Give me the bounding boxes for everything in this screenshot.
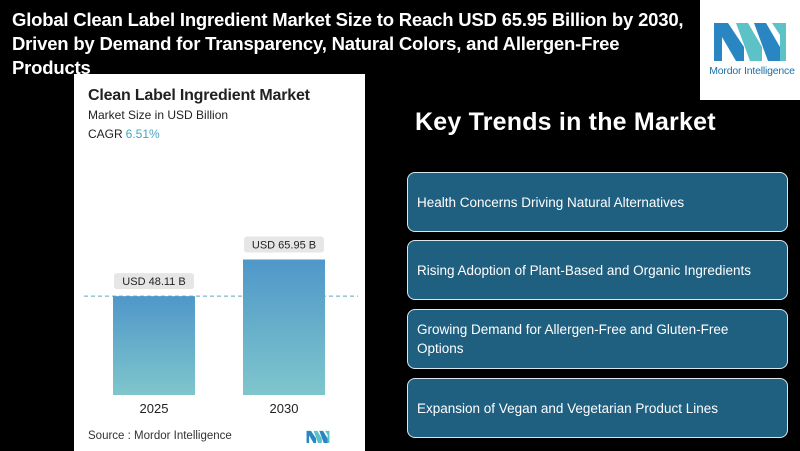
data-label: USD 48.11 B: [122, 276, 185, 288]
chart-source: Source : Mordor Intelligence: [88, 430, 232, 442]
trend-item-text: Rising Adoption of Plant-Based and Organ…: [417, 262, 751, 278]
bar-chart: USD 48.11 B 2025 USD 65.95 B 2030: [84, 236, 358, 416]
trend-item-text: Health Concerns Driving Natural Alternat…: [417, 194, 685, 210]
chart-title: Clean Label Ingredient Market: [88, 87, 310, 104]
mordor-logo: Mordor Intelligence: [700, 0, 800, 100]
bar-2025: [113, 296, 195, 395]
trend-item-text: Expansion of Vegan and Vegetarian Produc…: [417, 400, 718, 416]
cagr-label: CAGR: [88, 127, 123, 141]
trend-item: Growing Demand for Allergen-Free and Glu…: [407, 309, 788, 369]
trend-item: Expansion of Vegan and Vegetarian Produc…: [407, 378, 788, 438]
data-label: USD 65.95 B: [252, 240, 316, 252]
x-tick-label: 2025: [140, 401, 169, 416]
trends-heading: Key Trends in the Market: [415, 108, 716, 136]
mini-logo-icon: [306, 430, 330, 443]
mordor-logo-icon: [714, 23, 786, 61]
headline: Global Clean Label Ingredient Market Siz…: [12, 8, 702, 80]
cagr-value: 6.51%: [125, 127, 160, 141]
data-label-bg: [244, 236, 324, 253]
trend-item: Rising Adoption of Plant-Based and Organ…: [407, 240, 788, 300]
trend-item: Health Concerns Driving Natural Alternat…: [407, 172, 788, 232]
bar-2030: [243, 259, 325, 395]
chart-card: Clean Label Ingredient Market Market Siz…: [74, 74, 365, 451]
headline-line-1: Global Clean Label Ingredient Market Siz…: [12, 9, 684, 30]
data-label-bg: [114, 273, 194, 290]
trend-item-text: Growing Demand for Allergen-Free and Glu…: [417, 322, 729, 356]
headline-line-2: Driven by Demand for Transparency, Natur…: [12, 33, 620, 78]
cagr: CAGR 6.51%: [88, 127, 160, 141]
x-tick-label: 2030: [270, 401, 299, 416]
chart-subtitle: Market Size in USD Billion: [88, 108, 229, 122]
mordor-logo-text: Mordor Intelligence: [709, 65, 795, 77]
